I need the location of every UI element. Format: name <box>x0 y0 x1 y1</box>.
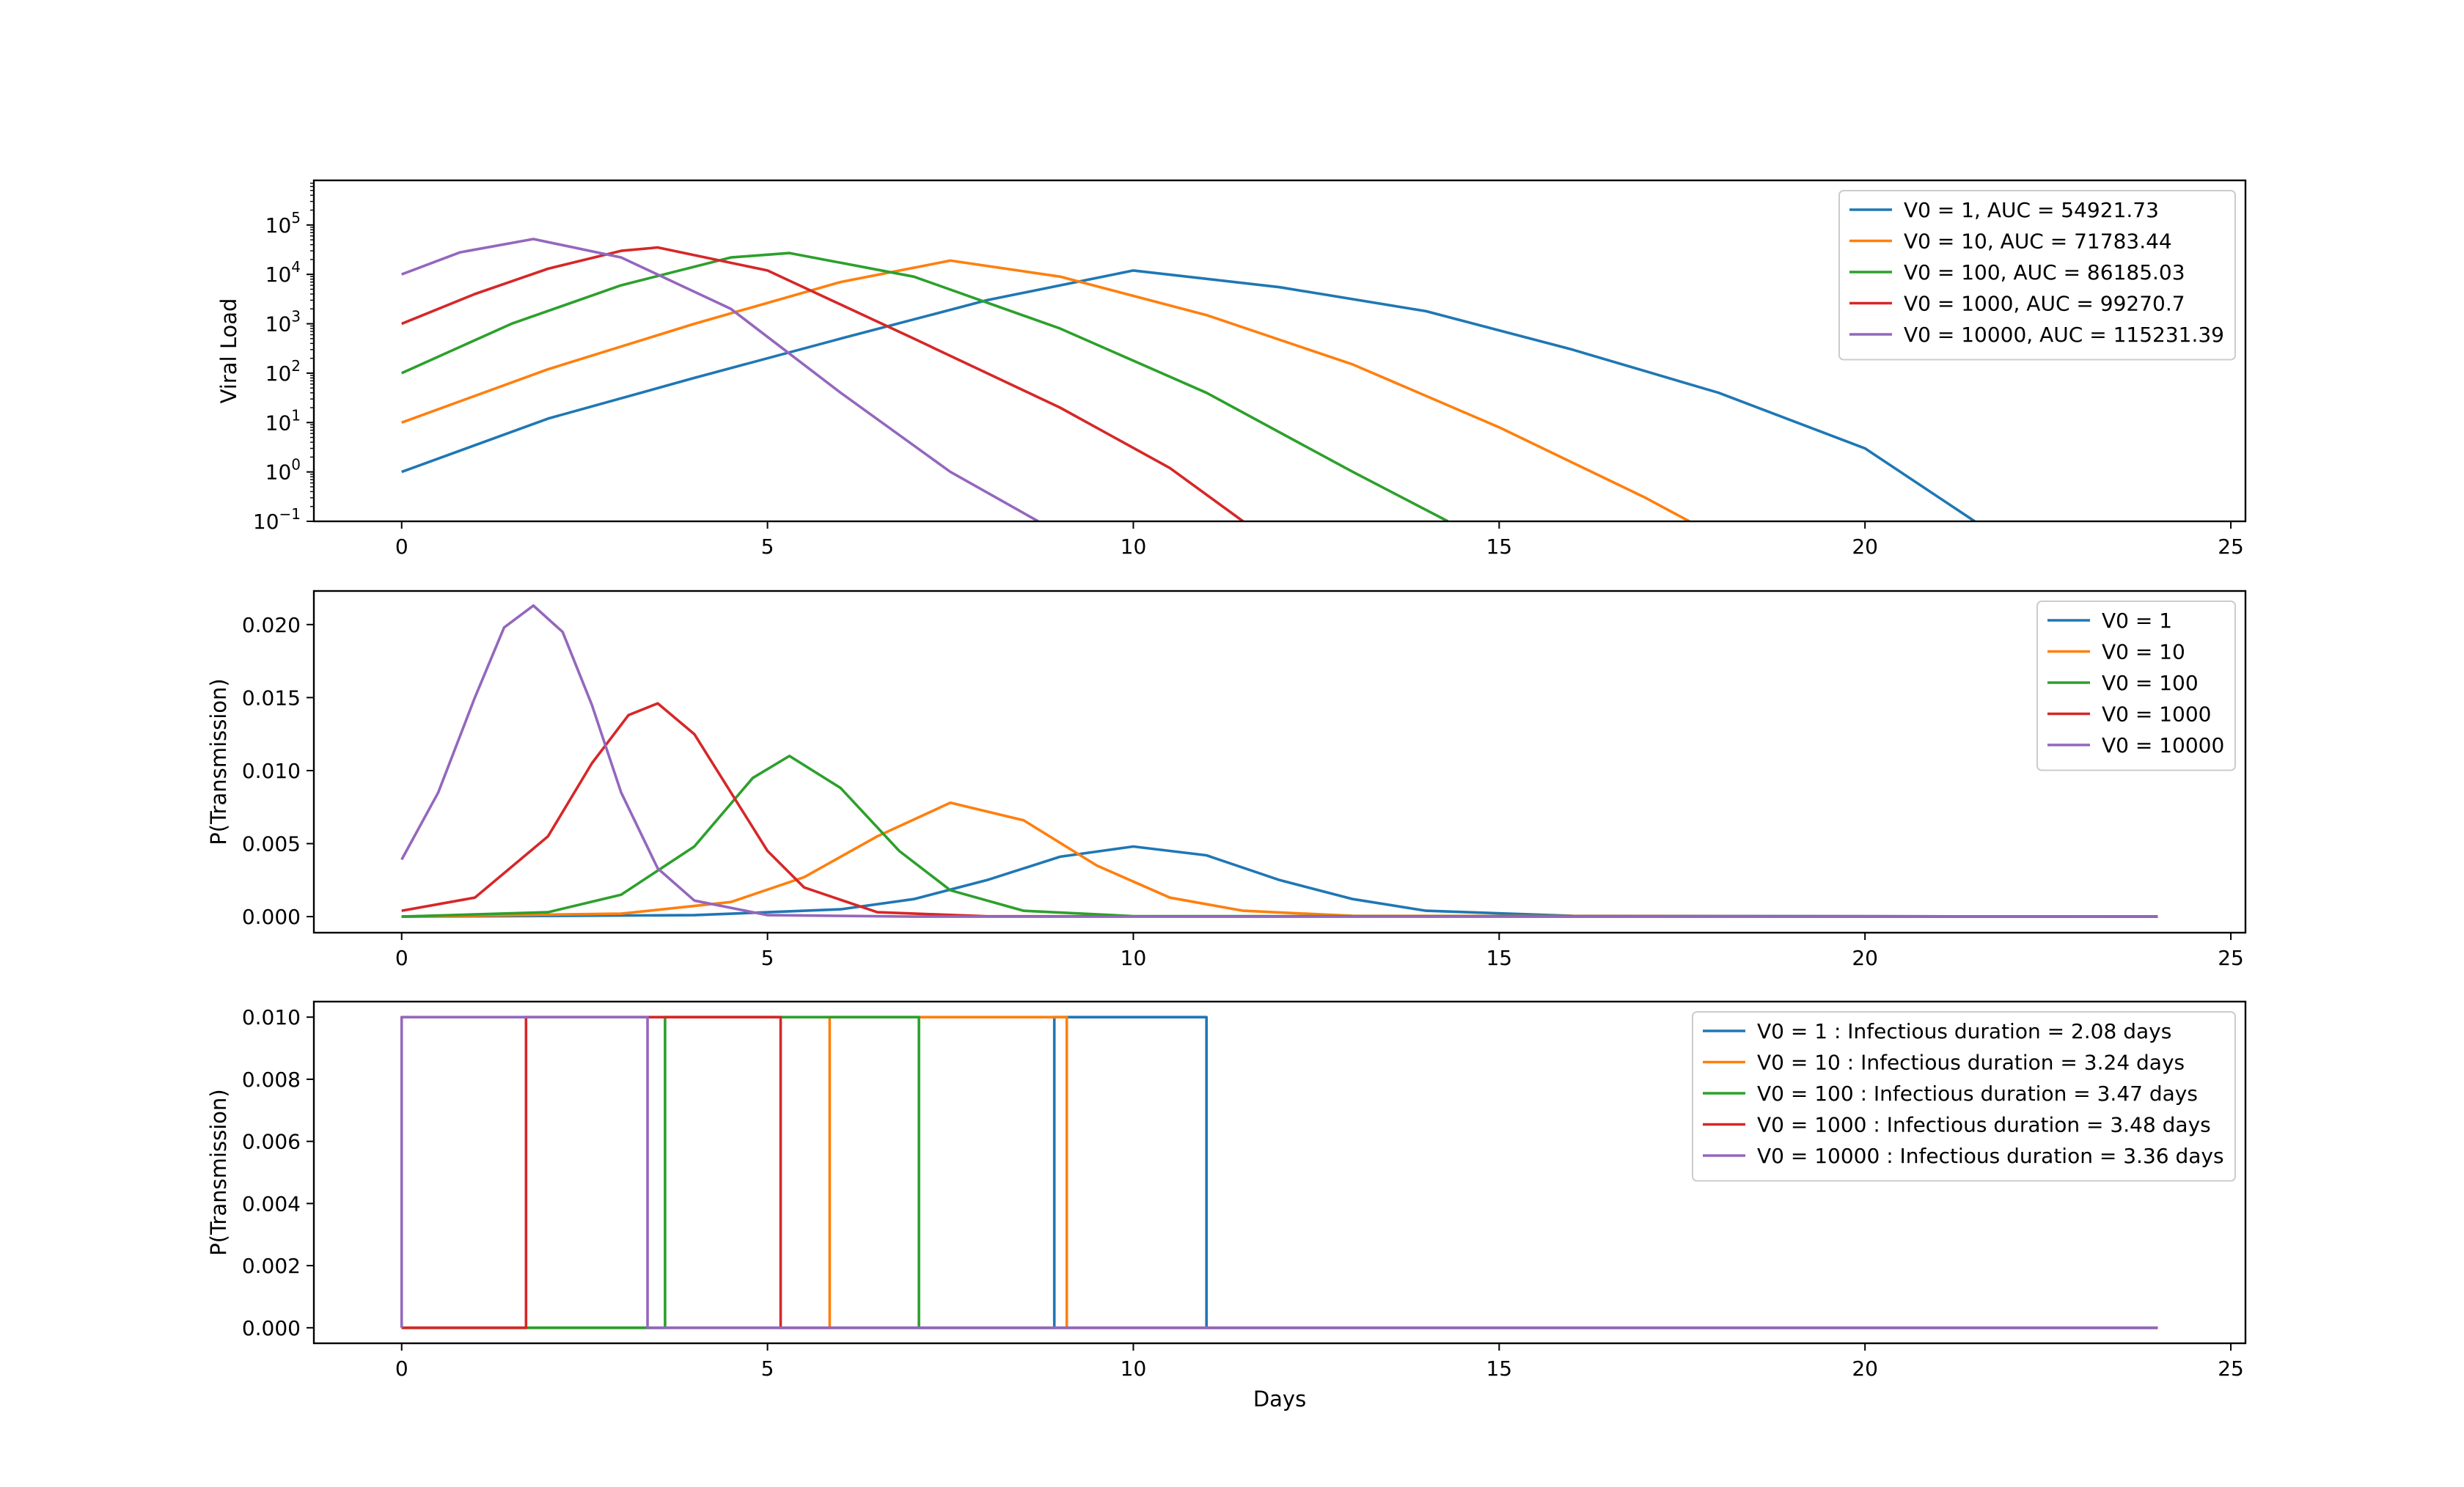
legend-entry: V0 = 100 : Infectious duration = 3.47 da… <box>1757 1082 2198 1106</box>
y-tick-label: 10−1 <box>253 505 301 534</box>
x-tick-label: 25 <box>2218 1356 2244 1381</box>
axes-frame <box>312 1000 2247 1345</box>
viral-load-panel: 0 5 10 15 20 25 10−1 100 101 102 103 104 105 Viral Lo… <box>216 179 2247 559</box>
legend-box <box>2036 601 2236 771</box>
series-line-3 <box>401 246 1244 521</box>
y-tick-label: 0.020 <box>242 613 301 637</box>
x-tick-label: 0 <box>395 946 408 970</box>
y-axis-label: P(Transmission) <box>206 678 231 845</box>
x-tick-label: 10 <box>1121 946 1147 970</box>
legend-entry: V0 = 1 <box>2102 609 2172 633</box>
series-line-1 <box>401 259 1690 521</box>
legend: V0 = 1, AUC = 54921.73 V0 = 10, AUC = 717… <box>1838 190 2236 361</box>
legend-entry: V0 = 10 <box>2102 640 2185 664</box>
y-axis-label: P(Transmission) <box>206 1089 231 1255</box>
y-tick-label: 0.000 <box>242 1316 301 1340</box>
y-tick-label: 101 <box>265 406 301 435</box>
legend-entry: V0 = 10, AUC = 71783.44 <box>1904 230 2172 254</box>
y-tick-label: 0.002 <box>242 1254 301 1278</box>
legend-entry: V0 = 10000 <box>2102 733 2224 757</box>
y-tick-label: 0.015 <box>242 686 301 710</box>
series-line-4 <box>400 1016 2158 1329</box>
y-tick-label: 100 <box>265 456 301 485</box>
plot-area <box>400 604 2158 918</box>
series-line-0 <box>401 269 1976 521</box>
x-tick-label: 15 <box>1486 535 1512 559</box>
y-tick-label: 0.000 <box>242 905 301 929</box>
legend-entry: V0 = 1 : Infectious duration = 2.08 days <box>1757 1019 2171 1043</box>
x-tick-label: 20 <box>1852 1356 1878 1381</box>
legend: V0 = 1 : Infectious duration = 2.08 days… <box>1692 1011 2236 1182</box>
y-tick-label: 0.004 <box>242 1192 301 1216</box>
legend-entry: V0 = 1, AUC = 54921.73 <box>1904 198 2159 222</box>
x-tick-label: 0 <box>395 535 408 559</box>
legend: V0 = 1 V0 = 10 V0 = 100 V0 = 1000 V0 = 10000 <box>2036 601 2236 771</box>
x-tick-label: 15 <box>1486 946 1512 970</box>
x-tick-label: 0 <box>395 1356 408 1381</box>
legend-entry: V0 = 100 <box>2102 671 2199 695</box>
x-tick-label: 25 <box>2218 946 2244 970</box>
series-line-2 <box>400 251 1449 521</box>
y-tick-label: 0.006 <box>242 1130 301 1154</box>
y-tick-label: 0.005 <box>242 832 301 856</box>
x-tick-label: 5 <box>761 946 774 970</box>
y-tick-label: 0.010 <box>242 1005 301 1029</box>
axes-frame <box>312 590 2247 934</box>
legend-entry: V0 = 100, AUC = 86185.03 <box>1904 260 2185 284</box>
y-tick-label: 103 <box>265 308 301 337</box>
y-axis-label: Viral Load <box>216 298 241 404</box>
series-line-2 <box>401 754 2158 918</box>
y-tick-label: 0.010 <box>242 759 301 783</box>
infectious-window-panel: 0 5 10 15 20 25 0.000 0.002 0.004 0.006 0.008 0.010… <box>206 1000 2247 1411</box>
transmission-probability-panel: 0 5 10 15 20 25 0.000 0.005 0.010 0.015 0.020 P(Tra… <box>206 590 2247 970</box>
y-tick-label: 102 <box>265 357 301 386</box>
x-axis-label: Days <box>1253 1387 1306 1411</box>
y-tick-label: 0.008 <box>242 1068 301 1092</box>
axes-frame <box>312 179 2247 523</box>
legend-box <box>1838 190 2236 361</box>
series-line-4 <box>400 604 2158 918</box>
x-tick-label: 20 <box>1852 535 1878 559</box>
y-tick-label: 104 <box>265 258 301 287</box>
y-tick-label: 105 <box>265 209 301 238</box>
series-line-4 <box>401 238 1039 521</box>
x-tick-label: 20 <box>1852 946 1878 970</box>
series-line-0 <box>401 845 2158 918</box>
x-tick-label: 10 <box>1121 535 1147 559</box>
legend-entry: V0 = 10000 : Infectious duration = 3.36 … <box>1757 1144 2224 1168</box>
legend-entry: V0 = 1000 : Infectious duration = 3.48 d… <box>1757 1113 2211 1137</box>
legend-entry: V0 = 10 : Infectious duration = 3.24 day… <box>1757 1051 2185 1075</box>
legend-entry: V0 = 1000, AUC = 99270.7 <box>1904 292 2185 316</box>
plot-area <box>400 238 1976 521</box>
plot-area <box>400 1016 2158 1329</box>
legend-entry: V0 = 10000, AUC = 115231.39 <box>1904 323 2224 347</box>
legend-box <box>1692 1011 2236 1182</box>
x-tick-label: 5 <box>761 1356 774 1381</box>
x-tick-label: 5 <box>761 535 774 559</box>
series-line-1 <box>401 801 2158 918</box>
series-line-3 <box>401 702 2158 918</box>
legend-entry: V0 = 1000 <box>2102 702 2212 727</box>
x-tick-label: 25 <box>2218 535 2244 559</box>
x-tick-label: 15 <box>1486 1356 1512 1381</box>
x-tick-label: 10 <box>1121 1356 1147 1381</box>
